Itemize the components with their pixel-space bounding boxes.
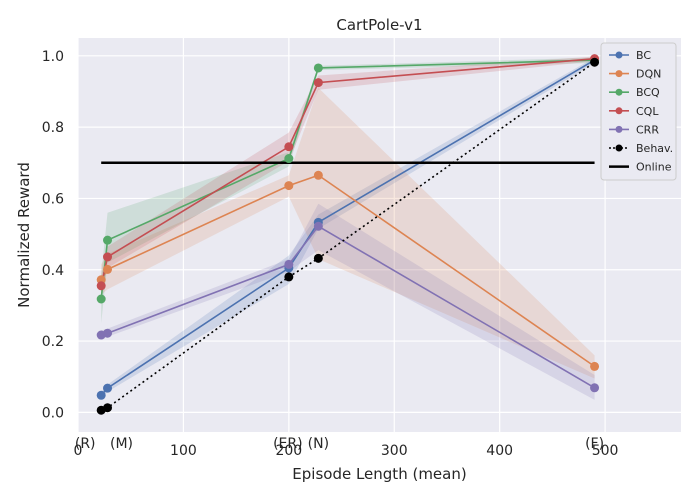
plot-area [78, 38, 681, 432]
point-bc [96, 390, 106, 400]
annotations: (R) (M) (ER) (N) (F) [75, 436, 604, 452]
annotation-label: (ER) [273, 436, 303, 452]
point-crr [284, 259, 294, 269]
legend-label-online: Online [636, 161, 672, 174]
point-bcq [313, 63, 323, 73]
point-crr [313, 221, 323, 231]
point-behav [590, 57, 600, 67]
legend-marker-dqn [615, 70, 623, 78]
band-bc [101, 57, 595, 399]
y-axis-label: Normalized Reward [15, 162, 33, 308]
legend-label-crr: CRR [636, 123, 659, 136]
point-dqn [313, 170, 323, 180]
point-cql [103, 252, 113, 262]
y-tick-label: 0.2 [42, 334, 64, 350]
y-tick-label: 1.0 [42, 49, 64, 65]
point-bcq [284, 154, 294, 164]
annotation-label: (M) [110, 436, 133, 452]
point-dqn [284, 181, 294, 191]
band-bcq [101, 57, 595, 324]
point-crr [590, 383, 600, 393]
x-tick-label: 500 [592, 443, 619, 459]
legend-marker-crr [615, 125, 623, 133]
point-behav [313, 253, 323, 263]
x-axis-label: Episode Length (mean) [292, 465, 466, 483]
annotation-label: (R) [75, 436, 96, 452]
point-cql [96, 281, 106, 291]
series-points [96, 54, 600, 415]
legend-marker-behav [615, 144, 623, 152]
point-behav [103, 403, 113, 413]
legend-label-dqn: DQN [636, 68, 661, 81]
legend: BC DQN BCQ CQL CRR Behav. Online [600, 42, 677, 181]
x-tick-label: 100 [170, 443, 197, 459]
legend-marker-bc [615, 51, 623, 59]
legend-label-bc: BC [636, 49, 651, 62]
point-bc [103, 383, 113, 393]
x-tick-label: 400 [486, 443, 513, 459]
y-tick-label: 0.6 [42, 191, 64, 207]
point-cql [284, 142, 294, 152]
point-bcq [96, 294, 106, 304]
point-behav [284, 272, 294, 282]
legend-label-bcq: BCQ [636, 86, 660, 99]
point-dqn [103, 264, 113, 274]
point-crr [103, 328, 113, 338]
legend-label-behav: Behav. [636, 142, 673, 155]
band-dqn [101, 87, 595, 379]
annotation-label: (N) [308, 436, 329, 452]
y-tick-label: 0.0 [42, 405, 64, 421]
chart-title: CartPole-v1 [336, 16, 422, 34]
x-tick-label: 0 [74, 443, 83, 459]
x-tick-label: 200 [275, 443, 302, 459]
x-tick-label: 300 [381, 443, 408, 459]
legend-label-cql: CQL [636, 105, 659, 118]
annotation-label: (F) [585, 436, 604, 452]
y-tick-label: 0.4 [42, 263, 64, 279]
legend-marker-cql [615, 107, 623, 115]
point-dqn [590, 361, 600, 371]
legend-marker-bcq [615, 88, 623, 96]
point-cql [313, 78, 323, 88]
point-bcq [103, 235, 113, 245]
y-tick-label: 0.8 [42, 120, 64, 136]
tick-labels: 0 100 200 300 400 500 0.0 0.2 0.4 0.6 0.8 1.0 [42, 49, 619, 459]
